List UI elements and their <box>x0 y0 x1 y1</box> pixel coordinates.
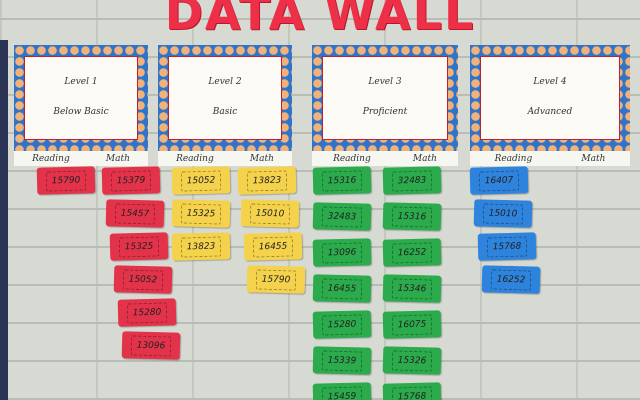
level-label: Proficient <box>362 107 408 117</box>
ticket-score: 16455 <box>252 235 294 258</box>
ticket-score: 15325 <box>180 202 222 225</box>
score-ticket: 15790 <box>36 166 96 195</box>
column-header: Math <box>581 153 606 164</box>
score-ticket: 15459 <box>312 382 372 400</box>
score-ticket: 15010 <box>473 199 533 228</box>
score-ticket: 15325 <box>171 199 231 228</box>
ticket-score: 15316 <box>321 169 363 192</box>
ticket-score: 15768 <box>486 235 528 258</box>
score-ticket: 15316 <box>312 166 372 195</box>
ticket-score: 16252 <box>391 241 433 264</box>
level-card: Level 3 Proficient <box>322 56 448 140</box>
level-board: Level 4 Advanced <box>470 45 630 151</box>
score-ticket: 16252 <box>382 238 442 267</box>
score-ticket: 15326 <box>382 346 442 375</box>
ticket-score: 16252 <box>490 268 532 291</box>
score-ticket: 15768 <box>477 232 537 261</box>
column-headers: Reading Math <box>312 151 458 166</box>
ticket-score: 15768 <box>391 385 433 400</box>
ticket-score: 15457 <box>114 202 156 225</box>
score-ticket: 13823 <box>171 232 231 261</box>
ticket-score: 13096 <box>321 241 363 264</box>
score-ticket: 15052 <box>113 265 173 294</box>
level-card: Level 1 Below Basic <box>24 56 138 140</box>
score-ticket: 15339 <box>312 346 372 375</box>
wall-title: DATA WALL <box>164 0 476 40</box>
level-board: Level 1 Below Basic <box>14 45 148 151</box>
ticket-score: 16075 <box>391 313 433 336</box>
column-header: Reading <box>494 153 533 164</box>
score-ticket: 15457 <box>105 199 165 228</box>
ticket-score: 32483 <box>391 169 433 192</box>
score-ticket: 15280 <box>312 310 372 339</box>
column-header: Math <box>249 153 274 164</box>
score-ticket: 15346 <box>382 274 442 303</box>
level-name: Level 3 <box>368 77 402 87</box>
column-header: Math <box>105 153 130 164</box>
column-headers: Reading Math <box>14 151 148 166</box>
column-headers: Reading Math <box>470 151 630 166</box>
score-ticket: 32483 <box>312 202 372 231</box>
score-ticket: 16252 <box>481 265 541 294</box>
ticket-score: 13823 <box>180 235 222 258</box>
ticket-score: 15790 <box>255 268 297 291</box>
ticket-score: 15010 <box>249 202 291 225</box>
score-ticket: 15052 <box>171 166 231 195</box>
score-ticket: 16455 <box>243 232 303 261</box>
level-board: Level 3 Proficient <box>312 45 458 151</box>
score-ticket: 13823 <box>237 166 297 195</box>
ticket-score: 15326 <box>391 349 433 372</box>
column-headers: Reading Math <box>158 151 292 166</box>
score-ticket: 15316 <box>382 202 442 231</box>
score-ticket: 13096 <box>312 238 372 267</box>
board-edge <box>0 40 8 400</box>
score-ticket: 16455 <box>312 274 372 303</box>
score-ticket: 15325 <box>109 232 169 261</box>
ticket-score: 15010 <box>482 202 524 225</box>
ticket-score: 13096 <box>130 334 172 357</box>
score-ticket: 15280 <box>117 298 177 327</box>
score-ticket: 15379 <box>101 166 161 195</box>
ticket-score: 16407 <box>478 169 520 192</box>
score-ticket: 15768 <box>382 382 442 400</box>
level-label: Below Basic <box>53 107 109 117</box>
level-label: Basic <box>212 107 238 117</box>
ticket-score: 32483 <box>321 205 363 228</box>
ticket-score: 13823 <box>246 169 288 192</box>
ticket-score: 16455 <box>321 277 363 300</box>
score-ticket: 32483 <box>382 166 442 195</box>
ticket-score: 15790 <box>45 169 87 192</box>
score-ticket: 13096 <box>121 331 181 360</box>
score-ticket: 16075 <box>382 310 442 339</box>
level-card: Level 2 Basic <box>168 56 282 140</box>
ticket-score: 15316 <box>391 205 433 228</box>
column-header: Reading <box>333 153 371 164</box>
ticket-score: 15346 <box>391 277 433 300</box>
ticket-score: 15052 <box>180 169 222 192</box>
ticket-score: 15339 <box>321 349 363 372</box>
level-card: Level 4 Advanced <box>480 56 620 140</box>
score-ticket: 16407 <box>469 166 529 195</box>
ticket-score: 15280 <box>321 313 363 336</box>
level-name: Level 4 <box>533 77 567 87</box>
score-ticket: 15790 <box>246 265 306 294</box>
level-name: Level 1 <box>64 77 98 87</box>
level-label: Advanced <box>527 107 573 117</box>
column-header: Math <box>412 153 437 164</box>
level-name: Level 2 <box>208 77 242 87</box>
ticket-score: 15325 <box>118 235 160 258</box>
score-ticket: 15010 <box>240 199 300 228</box>
ticket-score: 15280 <box>126 301 168 324</box>
ticket-score: 15459 <box>321 385 363 400</box>
ticket-score: 15052 <box>122 268 164 291</box>
column-header: Reading <box>176 153 214 164</box>
column-header: Reading <box>32 153 70 164</box>
ticket-score: 15379 <box>110 169 152 192</box>
level-board: Level 2 Basic <box>158 45 292 151</box>
